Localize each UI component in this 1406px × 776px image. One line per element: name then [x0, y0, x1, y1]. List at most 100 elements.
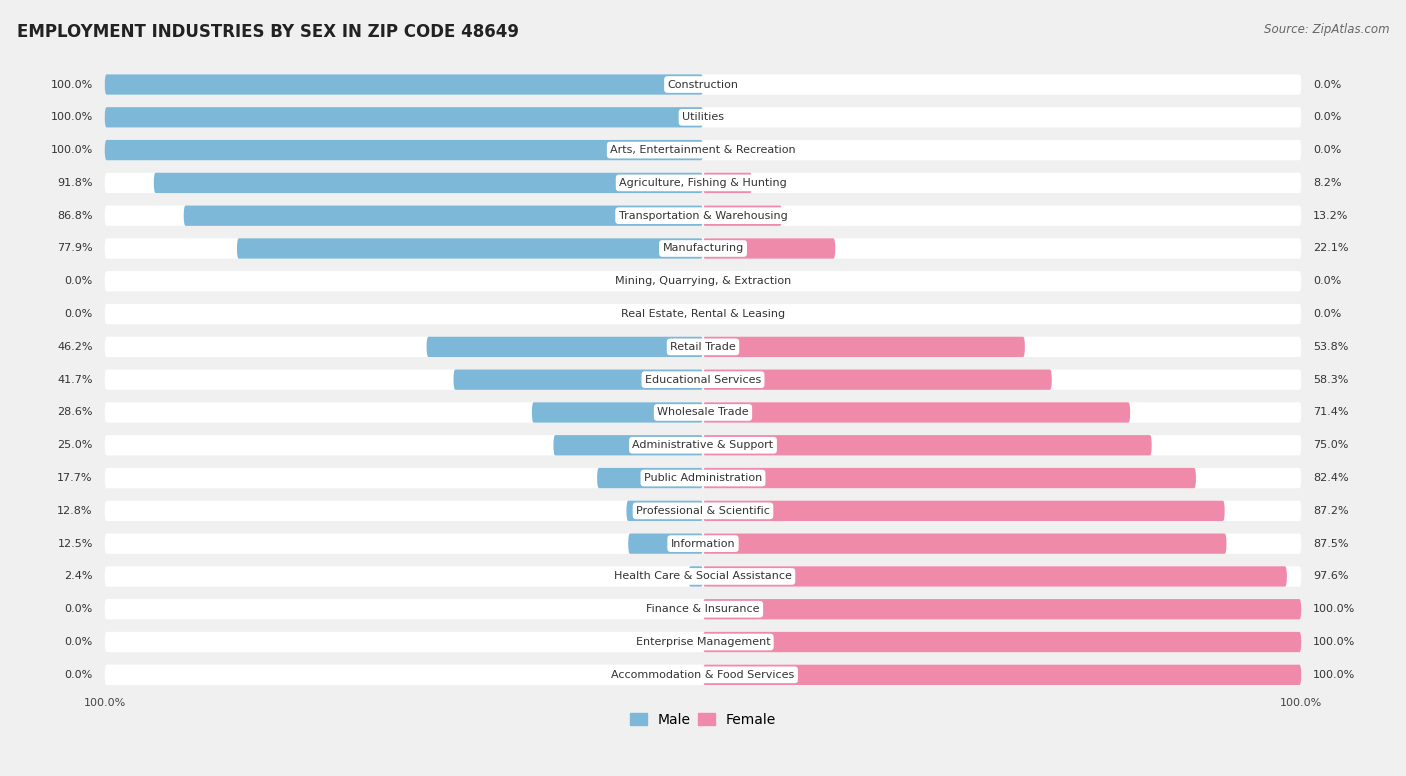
Text: 97.6%: 97.6%	[1313, 571, 1348, 581]
FancyBboxPatch shape	[454, 369, 703, 390]
Text: 22.1%: 22.1%	[1313, 244, 1348, 254]
FancyBboxPatch shape	[104, 107, 703, 127]
Text: 0.0%: 0.0%	[1313, 145, 1341, 155]
Text: 25.0%: 25.0%	[58, 440, 93, 450]
Text: 100.0%: 100.0%	[51, 79, 93, 89]
Text: Information: Information	[671, 539, 735, 549]
Text: 87.2%: 87.2%	[1313, 506, 1348, 516]
Text: 0.0%: 0.0%	[1313, 113, 1341, 123]
FancyBboxPatch shape	[703, 501, 1225, 521]
FancyBboxPatch shape	[703, 533, 1226, 554]
FancyBboxPatch shape	[703, 238, 835, 258]
FancyBboxPatch shape	[598, 468, 703, 488]
Text: 58.3%: 58.3%	[1313, 375, 1348, 385]
FancyBboxPatch shape	[104, 566, 1302, 587]
FancyBboxPatch shape	[703, 665, 1302, 685]
Text: Retail Trade: Retail Trade	[671, 342, 735, 352]
Text: 100.0%: 100.0%	[83, 698, 127, 708]
FancyBboxPatch shape	[104, 665, 1302, 685]
Text: Health Care & Social Assistance: Health Care & Social Assistance	[614, 571, 792, 581]
Text: 0.0%: 0.0%	[1313, 79, 1341, 89]
Text: 12.8%: 12.8%	[58, 506, 93, 516]
FancyBboxPatch shape	[104, 468, 1302, 488]
FancyBboxPatch shape	[703, 173, 752, 193]
Text: 17.7%: 17.7%	[58, 473, 93, 483]
Legend: Male, Female: Male, Female	[624, 708, 782, 733]
Text: 100.0%: 100.0%	[51, 145, 93, 155]
Text: Finance & Insurance: Finance & Insurance	[647, 605, 759, 615]
Text: Source: ZipAtlas.com: Source: ZipAtlas.com	[1264, 23, 1389, 36]
Text: Transportation & Warehousing: Transportation & Warehousing	[619, 211, 787, 220]
Text: Public Administration: Public Administration	[644, 473, 762, 483]
Text: 0.0%: 0.0%	[65, 637, 93, 647]
Text: 0.0%: 0.0%	[65, 309, 93, 319]
FancyBboxPatch shape	[104, 271, 1302, 292]
Text: Educational Services: Educational Services	[645, 375, 761, 385]
FancyBboxPatch shape	[104, 435, 1302, 456]
Text: Professional & Scientific: Professional & Scientific	[636, 506, 770, 516]
FancyBboxPatch shape	[104, 238, 1302, 258]
Text: 8.2%: 8.2%	[1313, 178, 1341, 188]
Text: Utilities: Utilities	[682, 113, 724, 123]
FancyBboxPatch shape	[426, 337, 703, 357]
Text: 82.4%: 82.4%	[1313, 473, 1348, 483]
FancyBboxPatch shape	[104, 74, 1302, 95]
Text: 0.0%: 0.0%	[65, 605, 93, 615]
FancyBboxPatch shape	[104, 632, 1302, 652]
FancyBboxPatch shape	[689, 566, 703, 587]
Text: Wholesale Trade: Wholesale Trade	[657, 407, 749, 417]
Text: 0.0%: 0.0%	[65, 276, 93, 286]
Text: 77.9%: 77.9%	[58, 244, 93, 254]
Text: 46.2%: 46.2%	[58, 342, 93, 352]
Text: 2.4%: 2.4%	[65, 571, 93, 581]
FancyBboxPatch shape	[104, 402, 1302, 423]
FancyBboxPatch shape	[703, 632, 1302, 652]
FancyBboxPatch shape	[104, 369, 1302, 390]
FancyBboxPatch shape	[628, 533, 703, 554]
FancyBboxPatch shape	[531, 402, 703, 423]
Text: Arts, Entertainment & Recreation: Arts, Entertainment & Recreation	[610, 145, 796, 155]
FancyBboxPatch shape	[153, 173, 703, 193]
Text: Manufacturing: Manufacturing	[662, 244, 744, 254]
Text: EMPLOYMENT INDUSTRIES BY SEX IN ZIP CODE 48649: EMPLOYMENT INDUSTRIES BY SEX IN ZIP CODE…	[17, 23, 519, 41]
Text: Administrative & Support: Administrative & Support	[633, 440, 773, 450]
FancyBboxPatch shape	[104, 107, 1302, 127]
Text: Mining, Quarrying, & Extraction: Mining, Quarrying, & Extraction	[614, 276, 792, 286]
FancyBboxPatch shape	[104, 173, 1302, 193]
Text: 100.0%: 100.0%	[1313, 637, 1355, 647]
Text: Accommodation & Food Services: Accommodation & Food Services	[612, 670, 794, 680]
Text: Enterprise Management: Enterprise Management	[636, 637, 770, 647]
Text: 53.8%: 53.8%	[1313, 342, 1348, 352]
Text: 91.8%: 91.8%	[58, 178, 93, 188]
FancyBboxPatch shape	[703, 435, 1152, 456]
Text: 0.0%: 0.0%	[1313, 309, 1341, 319]
FancyBboxPatch shape	[104, 533, 1302, 554]
Text: 41.7%: 41.7%	[58, 375, 93, 385]
FancyBboxPatch shape	[104, 206, 1302, 226]
Text: Real Estate, Rental & Leasing: Real Estate, Rental & Leasing	[621, 309, 785, 319]
Text: 28.6%: 28.6%	[58, 407, 93, 417]
FancyBboxPatch shape	[627, 501, 703, 521]
FancyBboxPatch shape	[703, 402, 1130, 423]
FancyBboxPatch shape	[104, 501, 1302, 521]
FancyBboxPatch shape	[104, 140, 703, 161]
FancyBboxPatch shape	[184, 206, 703, 226]
Text: 0.0%: 0.0%	[1313, 276, 1341, 286]
FancyBboxPatch shape	[703, 206, 782, 226]
FancyBboxPatch shape	[238, 238, 703, 258]
Text: 13.2%: 13.2%	[1313, 211, 1348, 220]
Text: 12.5%: 12.5%	[58, 539, 93, 549]
FancyBboxPatch shape	[104, 74, 703, 95]
FancyBboxPatch shape	[703, 337, 1025, 357]
FancyBboxPatch shape	[703, 599, 1302, 619]
FancyBboxPatch shape	[703, 566, 1286, 587]
Text: 87.5%: 87.5%	[1313, 539, 1348, 549]
Text: 100.0%: 100.0%	[51, 113, 93, 123]
FancyBboxPatch shape	[104, 304, 1302, 324]
FancyBboxPatch shape	[703, 369, 1052, 390]
Text: 100.0%: 100.0%	[1313, 670, 1355, 680]
FancyBboxPatch shape	[104, 337, 1302, 357]
Text: 0.0%: 0.0%	[65, 670, 93, 680]
FancyBboxPatch shape	[703, 468, 1197, 488]
FancyBboxPatch shape	[104, 599, 1302, 619]
